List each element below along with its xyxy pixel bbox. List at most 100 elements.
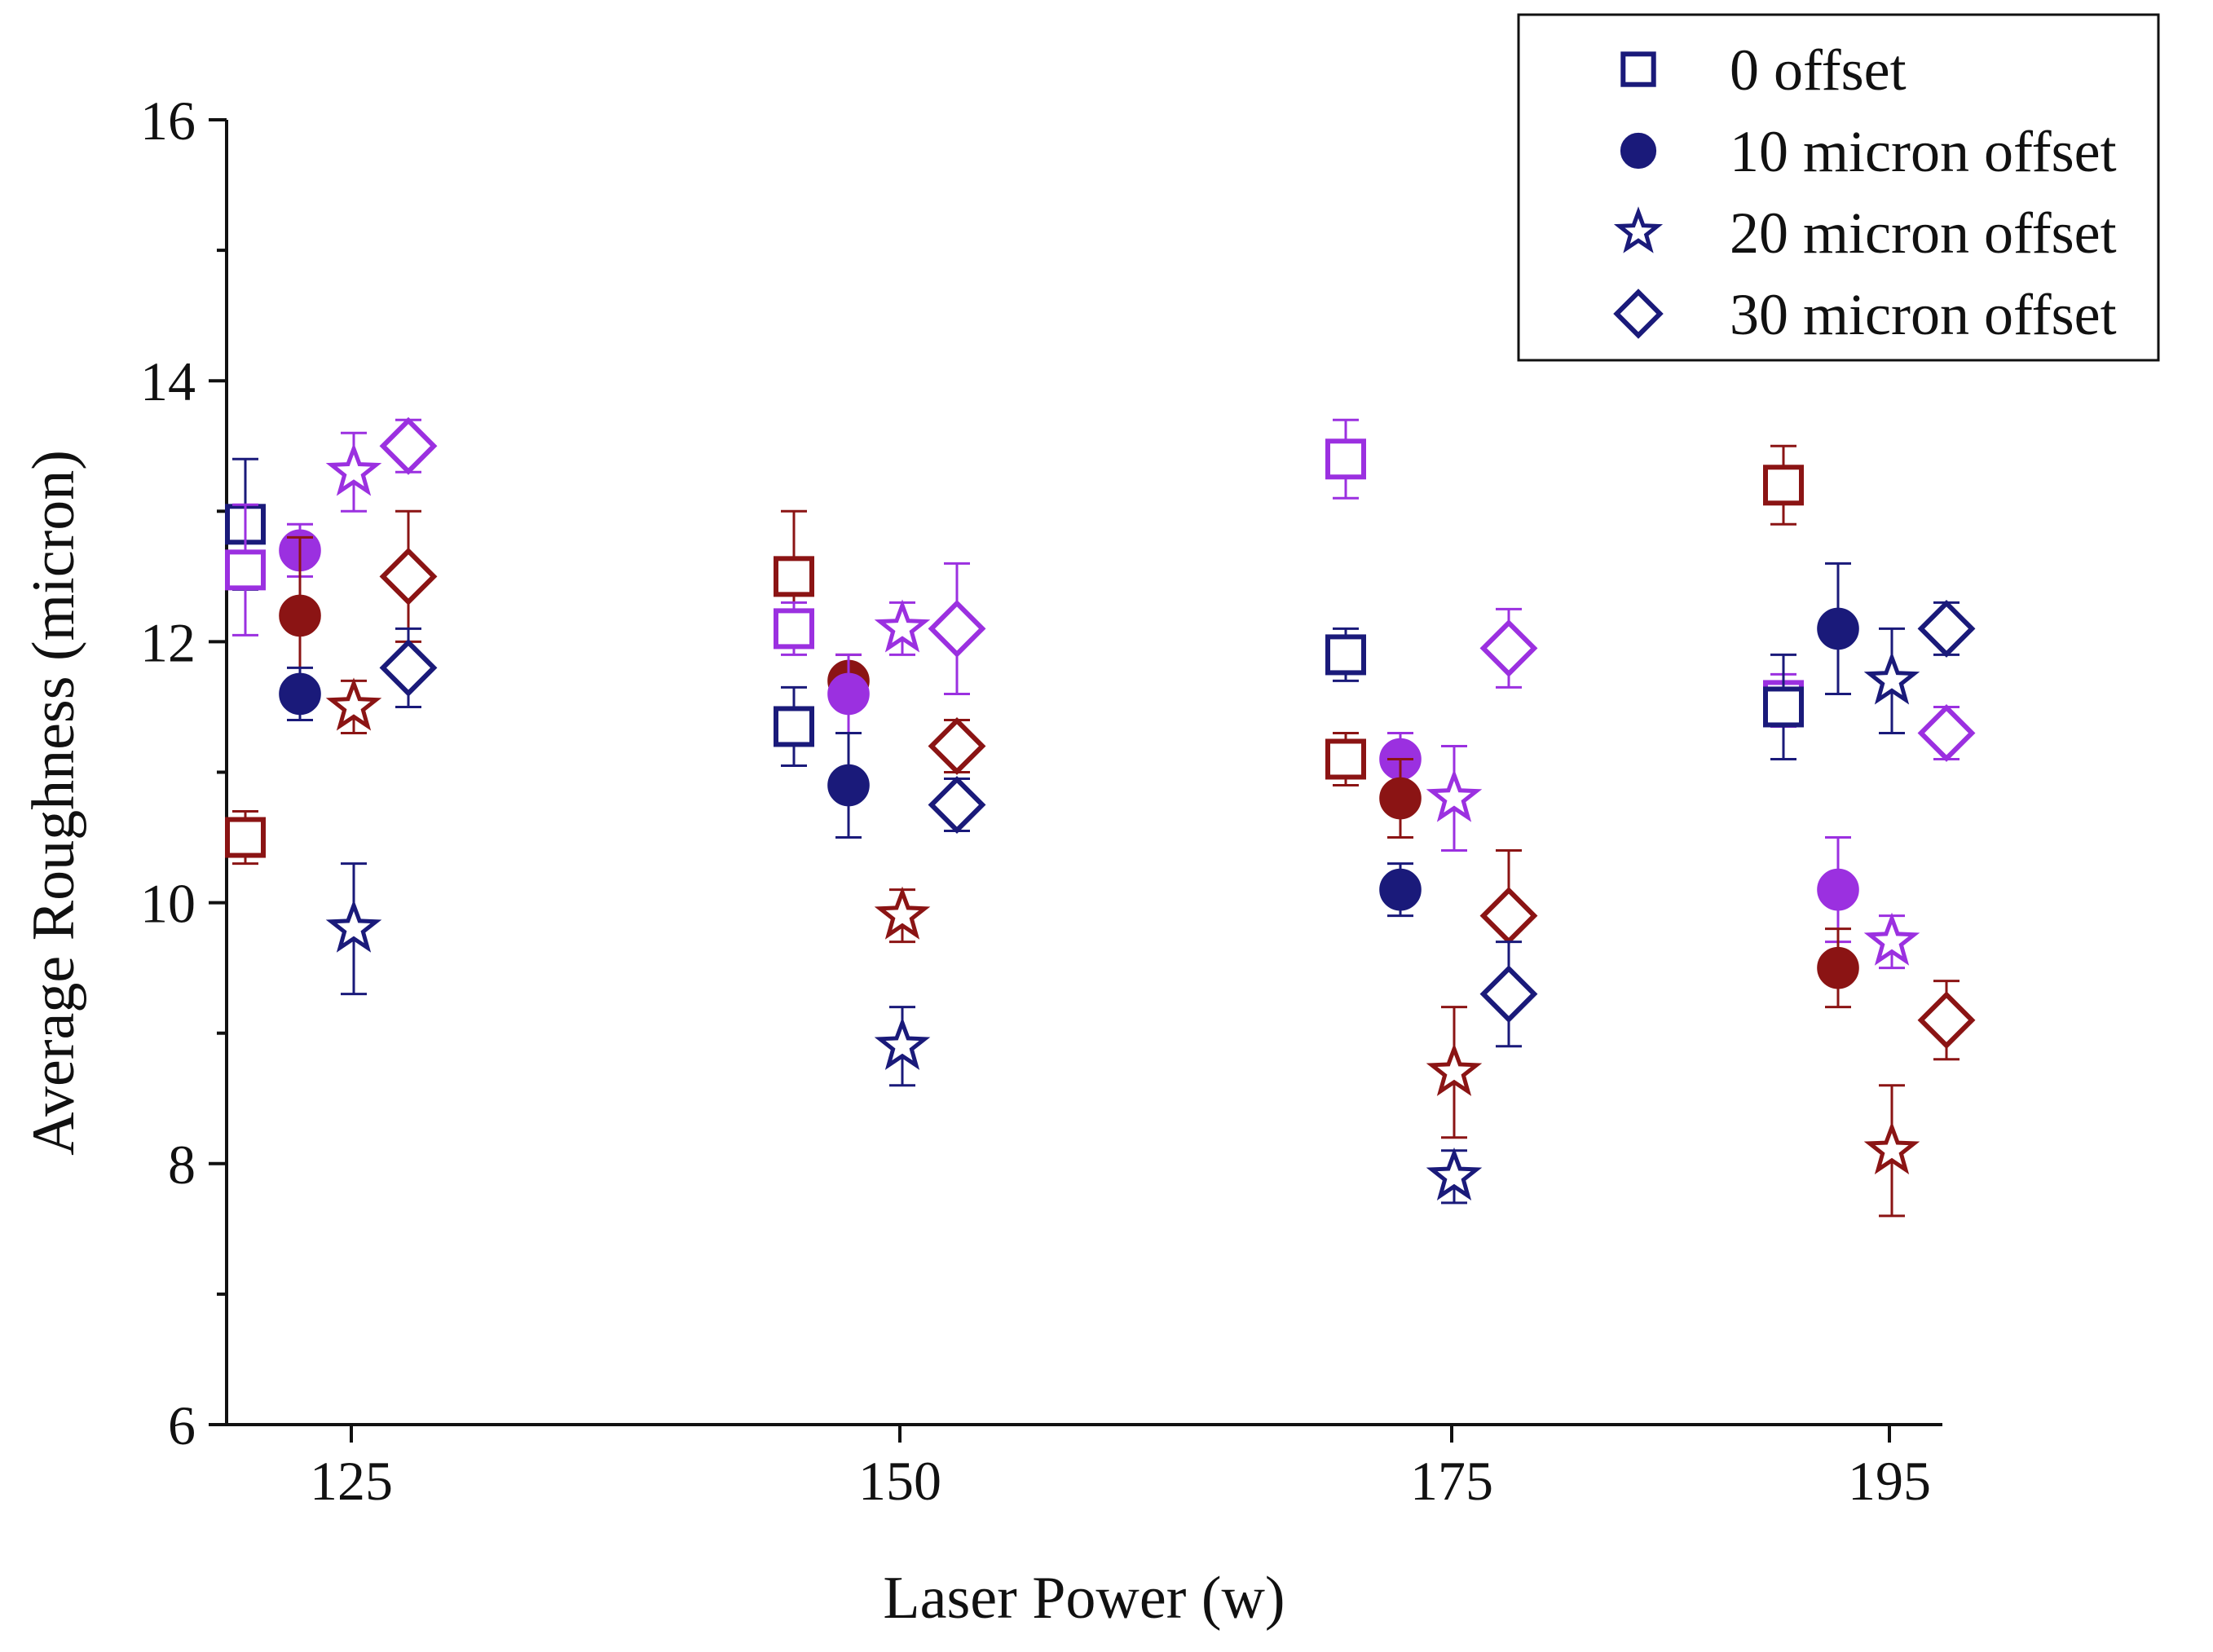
- circle-marker: [1817, 868, 1859, 911]
- square-marker: [225, 817, 266, 858]
- y-tick-label: 10: [140, 873, 196, 935]
- series-10-micron-offset: [279, 522, 1859, 1009]
- star-marker: [1426, 769, 1483, 822]
- data-point: [774, 601, 814, 656]
- y-tick-label: 6: [168, 1394, 196, 1456]
- data-point: [1426, 744, 1483, 852]
- diamond-marker: [1479, 619, 1538, 677]
- star-marker: [1863, 651, 1920, 705]
- x-axis-title: Laser Power (w): [883, 1565, 1285, 1632]
- star-marker: [874, 886, 931, 940]
- legend: 0 offset 10 micron offset 20 micron offset…: [1517, 13, 2160, 362]
- data-point: [874, 599, 931, 656]
- y-axis-title: Average Roughness (micron): [20, 450, 87, 1156]
- data-point: [1479, 607, 1538, 689]
- data-point: [1379, 757, 1422, 839]
- legend-item: 30 micron offset: [1613, 282, 2117, 347]
- circle-marker: [1817, 946, 1859, 989]
- y-tick-label: 14: [140, 350, 196, 412]
- square-marker: [225, 549, 266, 591]
- legend-item: 0 offset: [1620, 37, 1907, 103]
- data-point: [928, 562, 986, 695]
- legend-item: 10 micron offset: [1620, 119, 2117, 184]
- star-marker: [1426, 1147, 1483, 1200]
- data-point: [774, 509, 814, 643]
- data-point: [1817, 836, 1859, 944]
- data-point: [1817, 927, 1859, 1009]
- diamond-marker: [928, 599, 986, 658]
- circle-marker: [1817, 607, 1859, 650]
- square-marker: [1325, 738, 1366, 780]
- data-point: [279, 666, 321, 721]
- data-point: [827, 731, 870, 839]
- x-tick-label: 175: [1410, 1450, 1493, 1512]
- legend-diamond-icon: [1613, 289, 1664, 339]
- legend-circle-icon: [1620, 132, 1657, 170]
- legend-label: 10 micron offset: [1730, 119, 2117, 184]
- square-marker: [774, 556, 814, 597]
- data-point: [1379, 862, 1422, 918]
- diamond-marker: [379, 416, 438, 475]
- star-marker: [325, 677, 382, 731]
- data-point: [1863, 1084, 1920, 1218]
- x-axis-ticks: 125 150 175 195: [310, 1425, 1931, 1512]
- square-marker: [1763, 686, 1804, 728]
- circle-marker: [279, 594, 321, 637]
- square-marker: [1325, 438, 1366, 480]
- data-point: [1325, 627, 1366, 682]
- x-tick-label: 195: [1848, 1450, 1931, 1512]
- series-30-micron-offset: [379, 416, 1976, 1061]
- data-point: [1426, 1006, 1483, 1139]
- data-point: [225, 503, 266, 637]
- data-point: [1917, 980, 1976, 1061]
- legend-star-icon: [1613, 206, 1664, 253]
- data-point: [1863, 912, 1920, 970]
- data-point: [874, 1006, 931, 1087]
- star-marker: [874, 1016, 931, 1070]
- data-point: [1763, 653, 1804, 760]
- data-point: [1917, 599, 1976, 658]
- data-point: [1763, 444, 1804, 526]
- data-point: [225, 810, 266, 866]
- legend-label: 20 micron offset: [1730, 200, 2117, 266]
- data-point: [379, 416, 438, 475]
- data-point: [1426, 1147, 1483, 1205]
- diamond-marker: [379, 638, 438, 697]
- data-point: [1325, 418, 1366, 500]
- y-tick-label: 12: [140, 611, 196, 673]
- circle-marker: [1379, 868, 1422, 911]
- star-marker: [874, 599, 931, 653]
- data-point: [928, 717, 986, 775]
- data-point: [325, 862, 382, 996]
- circle-marker: [1379, 777, 1422, 820]
- diamond-marker: [1479, 887, 1538, 945]
- data-point: [928, 776, 986, 834]
- star-marker: [325, 899, 382, 953]
- star-marker: [1863, 1121, 1920, 1174]
- square-marker: [774, 706, 814, 747]
- legend-label: 0 offset: [1730, 37, 1907, 103]
- diamond-marker: [1917, 599, 1976, 658]
- data-point: [1479, 941, 1538, 1048]
- data-point: [379, 627, 438, 708]
- data-point: [774, 685, 814, 767]
- circle-marker: [279, 672, 321, 716]
- square-marker: [1325, 634, 1366, 676]
- data-points: [225, 416, 1976, 1218]
- data-point: [1817, 562, 1859, 695]
- diamond-marker: [1917, 991, 1976, 1050]
- square-marker: [1763, 465, 1804, 506]
- data-point: [325, 431, 382, 513]
- circle-marker: [827, 764, 870, 807]
- series-0-offset: [225, 418, 1804, 866]
- x-tick-label: 150: [858, 1450, 941, 1512]
- square-marker: [774, 608, 814, 650]
- legend-label: 30 micron offset: [1730, 282, 2117, 347]
- y-axis-ticks: 6 8 10 12 14 16: [140, 90, 227, 1456]
- series-20-micron-offset: [325, 431, 1920, 1218]
- data-point: [325, 677, 382, 734]
- data-point: [874, 886, 931, 944]
- data-point: [379, 509, 438, 643]
- star-marker: [1863, 912, 1920, 966]
